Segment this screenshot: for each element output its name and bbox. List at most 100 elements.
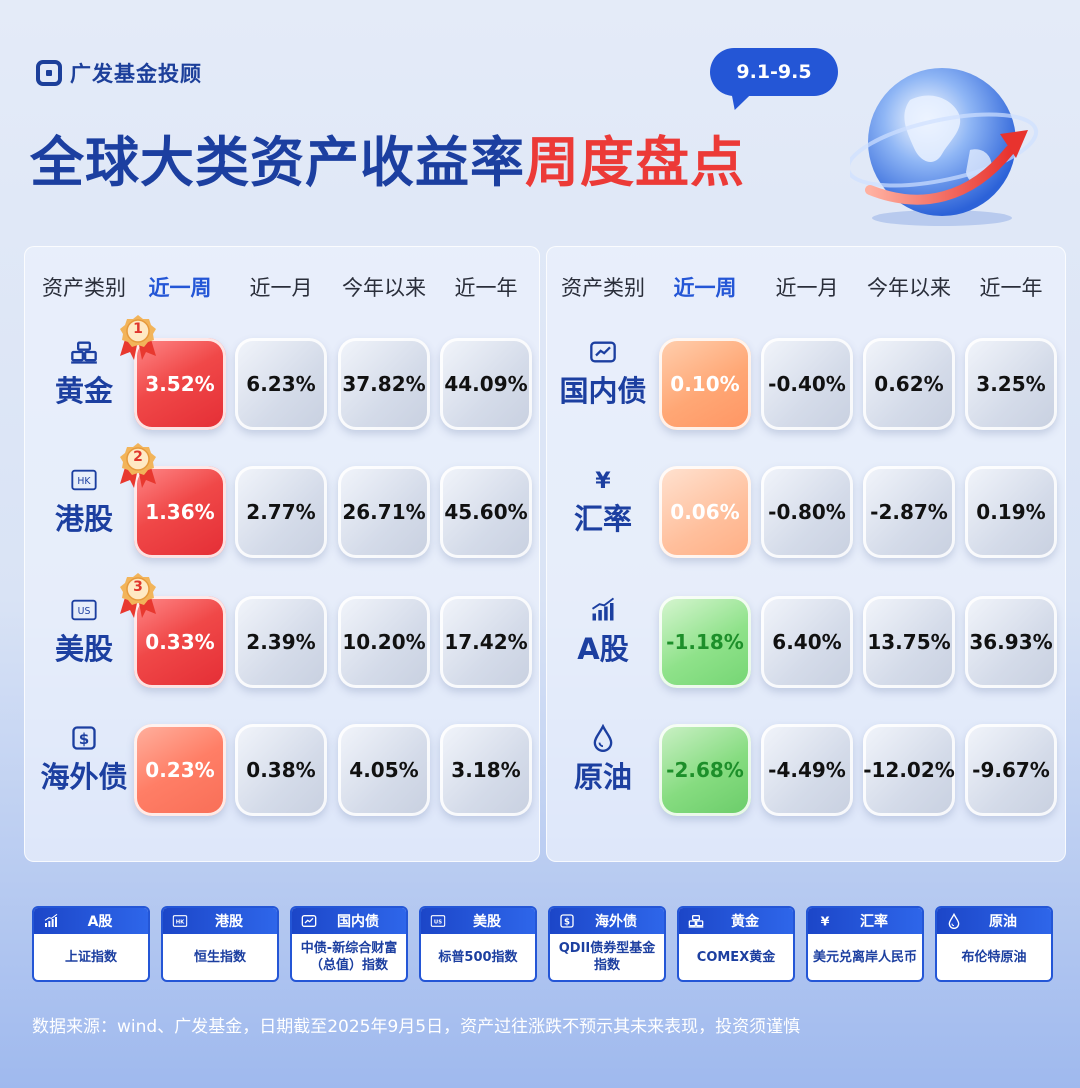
oil-drop-icon (543, 720, 663, 752)
left-header-4: 近一年 (454, 276, 518, 300)
svg-text:$: $ (564, 917, 570, 927)
rank-number: 1 (133, 321, 143, 337)
domestic-bond-icon (300, 913, 318, 929)
return-cell-ytd: 37.82% (338, 338, 430, 430)
return-cell-ytd: -12.02% (863, 724, 955, 816)
return-cell-month: -4.49% (761, 724, 853, 816)
asset-name: A股 (577, 632, 629, 666)
return-cell-ytd: 4.05% (338, 724, 430, 816)
left-header-3: 今年以来 (342, 276, 426, 300)
return-cell-week: -1.18% (659, 596, 751, 688)
return-cell-ytd: 26.71% (338, 466, 430, 558)
svg-text:HK: HK (77, 476, 91, 487)
globe-illustration (845, 50, 1040, 230)
bond-dollar-icon: $ (24, 720, 144, 752)
asset-right-2: A股 (543, 592, 663, 668)
asset-right-3: 原油 (543, 720, 663, 796)
legend-asset-name: A股 (87, 914, 113, 930)
domestic-bond-icon (543, 334, 663, 366)
right-header-3: 今年以来 (867, 276, 951, 300)
gold-bar-icon (24, 334, 144, 366)
left-header-2: 近一月 (249, 276, 313, 300)
asset-left-0: 黄金 (24, 334, 144, 410)
legend-header: $ 海外债 (550, 908, 664, 934)
asset-name: 美股 (54, 632, 113, 666)
return-cell-year: 3.25% (965, 338, 1057, 430)
return-cell-week: 3.52% (134, 338, 226, 430)
hk-icon: HK (24, 462, 144, 494)
legend-header: US 美股 (421, 908, 535, 934)
return-cell-ytd: 0.62% (863, 338, 955, 430)
legend-header: 原油 (937, 908, 1051, 934)
legend-asset-name: 港股 (215, 914, 243, 930)
legend-item-3: US 美股标普500指数 (419, 906, 537, 982)
return-cell-year: -9.67% (965, 724, 1057, 816)
return-cell-year: 45.60% (440, 466, 532, 558)
legend-item-5: 黄金 COMEX黄金 (677, 906, 795, 982)
return-cell-ytd: -2.87% (863, 466, 955, 558)
legend-index-name: 标普500指数 (438, 949, 518, 965)
legend-header: 国内债 (292, 908, 406, 934)
return-cell-week: 0.23% (134, 724, 226, 816)
return-cell-year: 17.42% (440, 596, 532, 688)
legend-asset-name: 美股 (473, 914, 501, 930)
asset-left-3: $ 海外债 (24, 720, 144, 796)
rank-medal-icon: 2 (118, 442, 158, 488)
left-header-1: 近一周 (148, 276, 212, 300)
return-cell-month: -0.80% (761, 466, 853, 558)
right-header-2: 近一月 (775, 276, 839, 300)
svg-text:¥: ¥ (595, 468, 611, 494)
legend-header: 黄金 (679, 908, 793, 934)
asset-name: 海外债 (40, 760, 128, 794)
legend-asset-name: 汇率 (860, 914, 888, 930)
asset-right-0: 国内债 (543, 334, 663, 410)
return-cell-month: 2.39% (235, 596, 327, 688)
return-cell-week: -2.68% (659, 724, 751, 816)
return-cell-ytd: 10.20% (338, 596, 430, 688)
rank-number: 2 (133, 449, 143, 465)
return-cell-week: 0.10% (659, 338, 751, 430)
gold-bar-icon (687, 913, 705, 929)
legend-asset-name: 黄金 (731, 914, 759, 930)
stock-chart-icon (543, 592, 663, 624)
asset-name: 国内债 (559, 374, 647, 408)
svg-text:$: $ (79, 730, 90, 748)
left-header-0: 资产类别 (42, 276, 126, 300)
legend-item-1: HK 港股 恒生指数 (161, 906, 279, 982)
rank-number: 3 (133, 579, 143, 595)
return-cell-week: 1.36% (134, 466, 226, 558)
legend-asset-name: 原油 (989, 914, 1017, 930)
brand-name: 广发基金投顾 (70, 62, 202, 86)
legend-index-name: 美元兑离岸人民币 (812, 949, 917, 965)
legend-header: A股 (34, 908, 148, 934)
return-cell-month: -0.40% (761, 338, 853, 430)
right-header-1: 近一周 (673, 276, 737, 300)
us-icon: US (24, 592, 144, 624)
fund-logo-icon (36, 60, 62, 86)
yen-icon: ¥ (816, 913, 834, 929)
rank-medal-icon: 3 (118, 572, 158, 618)
legend-index-name: 上证指数 (64, 949, 117, 965)
legend-index-name: 中债-新综合财富（总值）指数 (300, 941, 398, 973)
return-cell-year: 36.93% (965, 596, 1057, 688)
hk-icon: HK (171, 913, 189, 929)
return-cell-year: 3.18% (440, 724, 532, 816)
right-header-4: 近一年 (979, 276, 1043, 300)
title-highlight: 周度盘点 (525, 131, 745, 194)
legend-index-name: 布伦特原油 (961, 949, 1027, 965)
legend-index-name: QDII债券型基金指数 (558, 941, 656, 973)
legend-item-6: ¥ 汇率美元兑离岸人民币 (806, 906, 924, 982)
asset-left-2: US 美股 (24, 592, 144, 668)
legend-item-0: A股上证指数 (32, 906, 150, 982)
legend-item-7: 原油布伦特原油 (935, 906, 1053, 982)
legend-header: ¥ 汇率 (808, 908, 922, 934)
rank-medal-icon: 1 (118, 314, 158, 360)
legend-item-4: $ 海外债 QDII债券型基金指数 (548, 906, 666, 982)
asset-name: 汇率 (573, 502, 632, 536)
asset-right-1: ¥ 汇率 (543, 462, 663, 538)
svg-text:HK: HK (176, 919, 185, 925)
return-cell-month: 6.40% (761, 596, 853, 688)
asset-name: 黄金 (54, 374, 113, 408)
us-icon: US (429, 913, 447, 929)
legend-header: HK 港股 (163, 908, 277, 934)
